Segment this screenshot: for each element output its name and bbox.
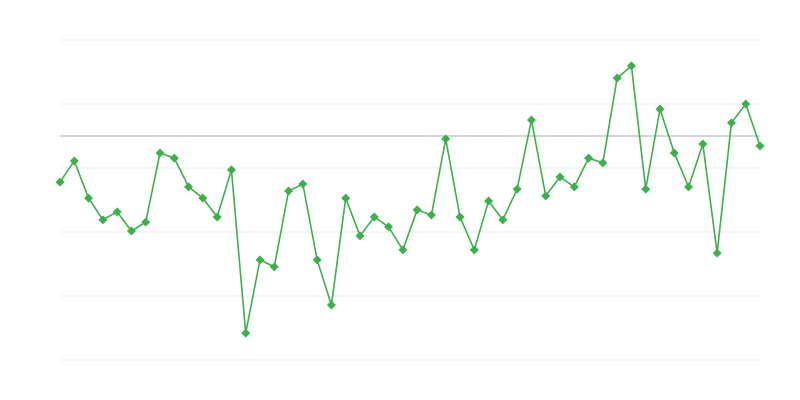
data-point [98,215,108,225]
data-point [455,212,465,222]
data-point [755,141,765,151]
data-line [59,64,761,334]
data-point [212,212,222,222]
data-point [726,118,736,128]
data-point [469,245,479,255]
data-point [355,231,365,241]
data-point [741,99,751,109]
data-point [698,139,708,149]
data-point [169,153,179,163]
data-point [198,193,208,203]
data-point [312,255,322,265]
data-point [441,134,451,144]
data-point [341,193,351,203]
data-point [526,115,536,125]
data-point [226,165,236,175]
data-point [512,184,522,194]
data-point [426,210,436,220]
data-point [626,61,636,71]
data-point [612,73,622,83]
data-point [669,148,679,158]
data-point [284,186,294,196]
data-point [369,212,379,222]
data-point [498,215,508,225]
data-point [569,182,579,192]
data-point [255,255,265,265]
data-point [55,177,65,187]
data-point [241,328,251,338]
data-point [326,300,336,310]
data-point [112,207,122,217]
data-point [584,153,594,163]
data-point [84,193,94,203]
data-point [541,191,551,201]
data-point [384,222,394,232]
data-point [484,196,494,206]
data-point [655,104,665,114]
data-point [126,226,136,236]
data-point [184,182,194,192]
data-point [684,182,694,192]
data-point [712,248,722,258]
data-point [69,156,79,166]
data-point [398,245,408,255]
data-point [269,262,279,272]
data-point [555,172,565,182]
data-point [298,179,308,189]
data-point [598,158,608,168]
data-point [155,148,165,158]
data-point [641,184,651,194]
data-point [412,205,422,215]
data-point [141,217,151,227]
